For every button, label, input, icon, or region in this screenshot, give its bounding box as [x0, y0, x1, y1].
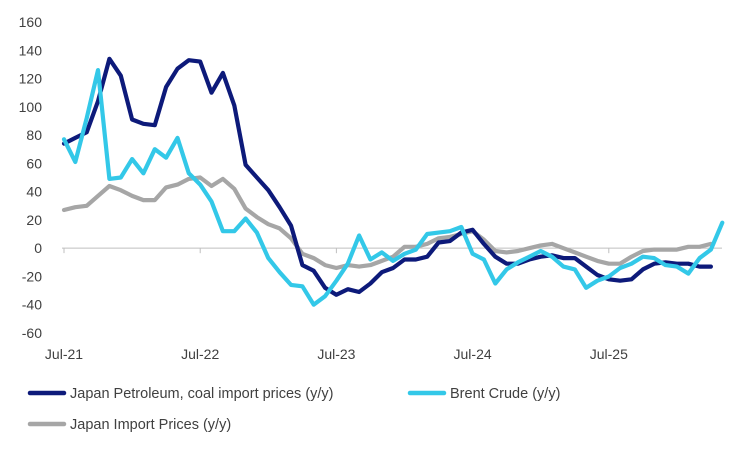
y-tick-label: 140	[19, 42, 43, 58]
x-tick-label: Jul-24	[454, 346, 492, 362]
legend-label: Brent Crude (y/y)	[450, 386, 560, 402]
x-tick-label: Jul-23	[317, 346, 355, 362]
y-tick-label: 0	[34, 240, 42, 256]
y-tick-label: 60	[26, 155, 42, 171]
series-lines	[61, 56, 725, 307]
legend-label: Japan Petroleum, coal import prices (y/y…	[70, 386, 334, 402]
x-tick-label: Jul-21	[45, 346, 83, 362]
y-tick-label: -20	[22, 268, 42, 284]
legend: Japan Petroleum, coal import prices (y/y…	[27, 386, 560, 433]
x-tick-label: Jul-25	[590, 346, 628, 362]
series-line-1	[61, 67, 725, 307]
legend-label: Japan Import Prices (y/y)	[70, 417, 231, 433]
y-tick-label: -40	[22, 297, 42, 313]
y-tick-label: 40	[26, 184, 42, 200]
y-axis-ticks: 160 140 120 100 80 60 40 20 0 -20 -40 -60	[19, 14, 43, 341]
y-tick-label: 80	[26, 127, 42, 143]
y-tick-label: 160	[19, 14, 43, 30]
y-tick-label: 120	[19, 71, 43, 87]
x-tick-label: Jul-22	[181, 346, 219, 362]
x-axis-ticks: Jul-21 Jul-22 Jul-23 Jul-24 Jul-25	[45, 248, 628, 362]
y-tick-label: 100	[19, 99, 43, 115]
y-tick-label: 20	[26, 212, 42, 228]
y-tick-label: -60	[22, 325, 42, 341]
